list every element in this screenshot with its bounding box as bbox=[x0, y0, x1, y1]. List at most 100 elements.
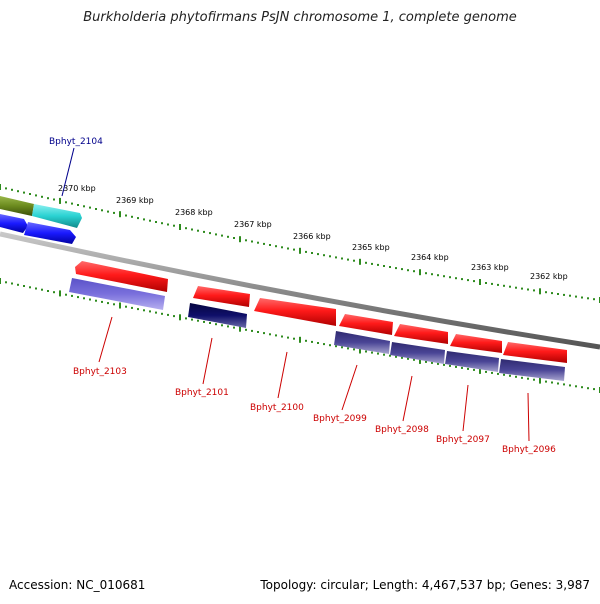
minor-tick bbox=[335, 345, 337, 348]
minor-tick bbox=[161, 312, 163, 315]
minor-tick bbox=[347, 258, 349, 261]
minor-tick bbox=[317, 342, 319, 344]
minor-tick bbox=[77, 296, 79, 299]
minor-tick bbox=[455, 365, 457, 368]
minor-tick bbox=[389, 354, 391, 357]
leader-line-bphyt-2104 bbox=[61, 147, 75, 197]
gene-label-bphyt-2099: Bphyt_2099 bbox=[313, 414, 367, 424]
minor-tick bbox=[593, 298, 595, 301]
minor-tick bbox=[311, 252, 313, 254]
minor-tick bbox=[503, 284, 505, 287]
minor-tick bbox=[593, 388, 595, 391]
minor-tick bbox=[227, 235, 229, 238]
major-tick bbox=[119, 211, 121, 218]
minor-tick bbox=[101, 300, 103, 303]
minor-tick bbox=[41, 195, 43, 198]
leader-lines bbox=[61, 147, 530, 442]
minor-tick bbox=[161, 222, 163, 225]
minor-tick bbox=[203, 320, 205, 323]
major-tick bbox=[419, 357, 421, 364]
minor-tick bbox=[23, 285, 25, 287]
minor-tick bbox=[473, 280, 475, 283]
gene-label-bphyt-2098: Bphyt_2098 bbox=[375, 425, 429, 435]
minor-tick bbox=[41, 288, 43, 291]
minor-tick bbox=[35, 287, 37, 290]
minor-tick bbox=[287, 247, 289, 250]
minor-tick bbox=[467, 279, 469, 282]
minor-tick bbox=[551, 381, 553, 384]
minor-tick bbox=[305, 339, 307, 342]
major-tick bbox=[239, 236, 241, 243]
minor-tick bbox=[209, 232, 211, 235]
gene-labels: Bphyt_2104 Bphyt_2103 Bphyt_2101 Bphyt_2… bbox=[49, 137, 556, 455]
gene-label-bphyt-2103: Bphyt_2103 bbox=[73, 367, 127, 377]
minor-tick bbox=[353, 348, 355, 351]
minor-tick bbox=[413, 270, 415, 273]
feature-bphyt-2096-bar bbox=[499, 359, 565, 381]
kbp-label: 2364 kbp bbox=[411, 253, 449, 262]
major-tick bbox=[479, 367, 481, 374]
minor-tick bbox=[233, 326, 235, 329]
minor-tick bbox=[521, 376, 523, 379]
kbp-labels: 2370 kbp 2369 kbp 2368 kbp 2367 kbp 2366… bbox=[58, 184, 568, 281]
minor-tick bbox=[149, 219, 151, 222]
major-tick bbox=[239, 325, 241, 332]
minor-tick bbox=[293, 248, 295, 251]
minor-tick bbox=[185, 317, 187, 320]
minor-tick bbox=[275, 245, 277, 248]
minor-tick bbox=[401, 268, 403, 271]
minor-tick bbox=[533, 378, 535, 381]
minor-tick bbox=[521, 287, 523, 290]
minor-tick bbox=[329, 344, 331, 347]
minor-tick bbox=[515, 286, 517, 289]
minor-tick bbox=[29, 193, 31, 195]
major-tick bbox=[0, 278, 1, 284]
major-tick bbox=[359, 347, 361, 354]
minor-tick bbox=[191, 228, 193, 231]
minor-tick bbox=[497, 372, 499, 375]
minor-tick bbox=[305, 250, 307, 253]
leader-line-bphyt-2100 bbox=[277, 351, 288, 399]
minor-tick bbox=[563, 293, 565, 296]
minor-tick bbox=[389, 266, 391, 268]
minor-tick bbox=[371, 351, 373, 354]
minor-tick bbox=[131, 215, 133, 218]
minor-tick bbox=[89, 298, 91, 301]
feature-bphyt-2103-bar bbox=[69, 278, 165, 310]
kbp-label: 2368 kbp bbox=[175, 208, 213, 217]
minor-tick bbox=[71, 202, 73, 205]
minor-tick bbox=[515, 375, 517, 378]
gene-label-bphyt-2097: Bphyt_2097 bbox=[436, 435, 490, 445]
minor-tick bbox=[215, 233, 217, 236]
leader-line-bphyt-2103 bbox=[98, 316, 113, 363]
minor-tick bbox=[443, 275, 445, 278]
minor-tick bbox=[575, 385, 577, 388]
minor-tick bbox=[293, 337, 295, 340]
minor-tick bbox=[149, 310, 151, 313]
kbp-label: 2370 kbp bbox=[58, 184, 96, 193]
minor-tick bbox=[551, 292, 553, 295]
minor-tick bbox=[545, 380, 547, 383]
minor-tick bbox=[395, 355, 397, 358]
feature-bphyt-2097-bar bbox=[445, 351, 499, 372]
feature-bphyt-2099-bar bbox=[334, 331, 390, 354]
major-tick bbox=[479, 279, 481, 285]
minor-tick bbox=[269, 333, 271, 336]
minor-tick bbox=[509, 285, 511, 288]
minor-tick bbox=[101, 209, 103, 212]
minor-tick bbox=[371, 262, 373, 265]
minor-tick bbox=[275, 334, 277, 337]
major-tick bbox=[0, 184, 1, 190]
minor-tick bbox=[47, 197, 49, 200]
minor-tick bbox=[281, 246, 283, 249]
gene-blue-arrow bbox=[24, 222, 76, 244]
minor-tick bbox=[113, 211, 115, 214]
minor-tick bbox=[569, 384, 571, 387]
accession-text: Accession: NC_010681 bbox=[9, 578, 146, 592]
minor-tick bbox=[353, 259, 355, 262]
minor-tick bbox=[197, 319, 199, 322]
minor-tick bbox=[491, 371, 493, 374]
kbp-label: 2363 kbp bbox=[471, 263, 509, 272]
minor-tick bbox=[509, 374, 511, 377]
minor-tick bbox=[395, 267, 397, 270]
